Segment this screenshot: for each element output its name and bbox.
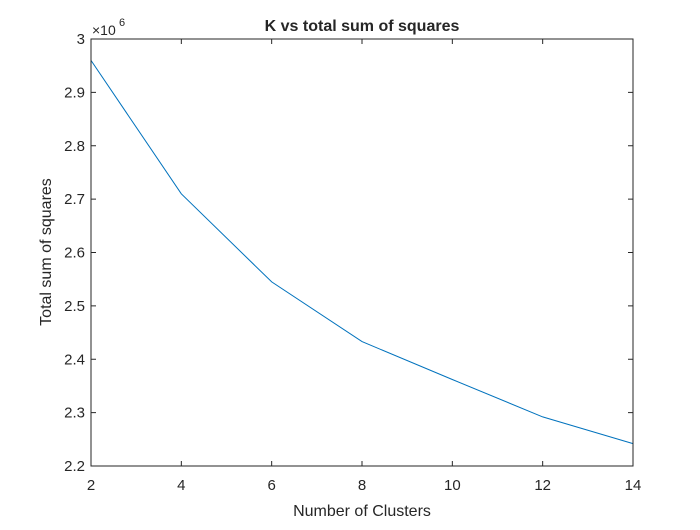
y-tick-label: 2.4	[64, 351, 85, 368]
x-tick-label: 4	[177, 477, 185, 494]
y-exponent-power: 6	[119, 17, 125, 29]
y-tick-label: 3	[77, 31, 85, 48]
y-tick-label: 2.5	[64, 298, 85, 315]
y-tick-label: 2.6	[64, 245, 85, 262]
x-tick-label: 8	[358, 477, 366, 494]
series-layer	[90, 60, 634, 445]
chart-title: K vs total sum of squares	[265, 18, 460, 35]
x-tick-label: 6	[267, 477, 275, 494]
y-exponent-base: ×10	[92, 22, 116, 38]
x-tick-label: 2	[87, 477, 95, 494]
x-tick-label: 12	[534, 477, 551, 494]
plot-area	[91, 39, 633, 466]
y-tick-label: 2.9	[64, 84, 85, 101]
x-tick-label: 10	[444, 477, 461, 494]
series-line-0	[90, 60, 634, 445]
y-tick-label: 2.2	[64, 458, 85, 475]
y-tick-label: 2.8	[64, 138, 85, 155]
y-axis-label: Total sum of squares	[38, 178, 55, 326]
y-tick-label: 2.7	[64, 191, 85, 208]
x-axis-label: Number of Clusters	[293, 503, 431, 520]
y-tick-label: 2.3	[64, 405, 85, 422]
x-tick-label: 14	[625, 477, 642, 494]
y-axis-ticks: 2.2 2.3 2.4 2.5 2.6 2.7 2.8 2.9 3	[64, 31, 633, 475]
x-axis-ticks: 2 4 6 8 10 12 14	[87, 39, 642, 494]
